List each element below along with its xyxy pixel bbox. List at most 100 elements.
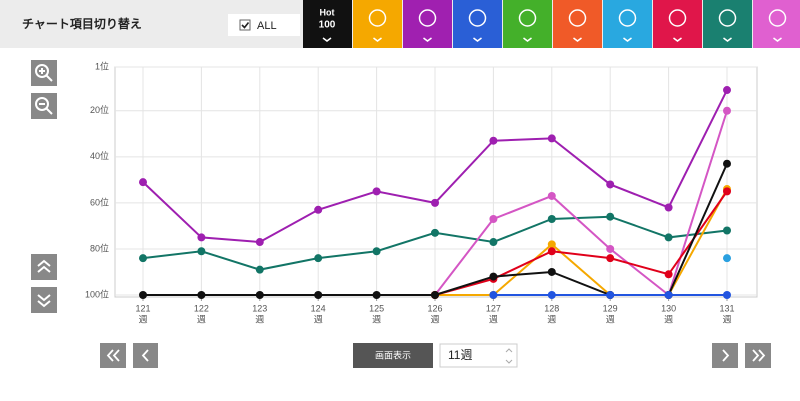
x-tick-label: 122: [194, 303, 209, 313]
series-point: [547, 267, 556, 276]
first-page[interactable]: [100, 343, 126, 368]
series-point: [314, 205, 323, 214]
x-tick-suffix: 週: [430, 314, 439, 324]
x-tick-label: 123: [252, 303, 267, 313]
series-point: [723, 291, 731, 299]
series-point: [723, 159, 731, 168]
zoom-in[interactable]: [31, 60, 57, 86]
x-tick-label: 125: [369, 303, 384, 313]
series-point: [255, 291, 264, 299]
series-line: [435, 188, 728, 296]
plot-area: [114, 66, 758, 298]
series-point: [664, 270, 673, 279]
series-point: [723, 86, 731, 95]
caret: [373, 37, 382, 42]
series-point: [547, 191, 556, 200]
x-tick-suffix: 週: [138, 314, 147, 324]
series-point: [547, 134, 556, 143]
button-bg: [603, 0, 652, 48]
next-page[interactable]: [712, 343, 738, 368]
last-page[interactable]: [745, 343, 771, 368]
icon: [418, 9, 437, 27]
category-button[interactable]: [353, 0, 402, 48]
series-point: [547, 291, 556, 299]
category-button[interactable]: [553, 0, 602, 48]
series-point: [197, 247, 206, 256]
x-tick-label: 127: [486, 303, 501, 313]
x-tick-suffix: 週: [489, 314, 498, 324]
x-tick-suffix: 週: [722, 314, 731, 324]
weeks-label: 11週: [448, 348, 472, 362]
series-point: [547, 247, 556, 256]
series-point: [372, 247, 381, 256]
button-bg: [353, 0, 402, 48]
series-point: [314, 254, 323, 263]
x-tick-label: 124: [311, 303, 326, 313]
x-tick-suffix: 週: [606, 314, 615, 324]
series-point: [547, 215, 556, 223]
caret: [773, 37, 782, 42]
caret: [423, 37, 432, 42]
all-checkbox[interactable]: ALL: [228, 14, 300, 36]
icon: [368, 9, 387, 27]
x-tick-suffix: 週: [547, 314, 556, 324]
hot100-button[interactable]: Hot 100: [303, 0, 352, 48]
series-point: [606, 244, 615, 253]
series-point: [723, 187, 731, 196]
scroll-up[interactable]: [31, 254, 57, 280]
prev-page[interactable]: [133, 343, 158, 368]
button-bg: [553, 0, 602, 48]
icon: [618, 9, 637, 27]
series-point: [606, 254, 615, 263]
category-button[interactable]: [653, 0, 702, 48]
series-point: [489, 291, 498, 299]
series-point: [139, 254, 147, 263]
category-button[interactable]: [603, 0, 652, 48]
series-point: [489, 238, 498, 247]
category-button[interactable]: [753, 0, 800, 48]
x-tick-label: 126: [427, 303, 442, 313]
series-point: [314, 291, 323, 299]
caret: [573, 37, 582, 42]
zoom-out[interactable]: [31, 93, 57, 119]
series-point: [372, 187, 381, 196]
series-point: [431, 291, 439, 299]
series-point: [489, 272, 498, 281]
weeks-select[interactable]: 11週: [439, 343, 518, 368]
y-tick-label: 20位: [90, 104, 109, 115]
display-button[interactable]: 画面表示: [353, 343, 433, 368]
x-tick-suffix: 週: [664, 314, 673, 324]
checkbox-check: [241, 22, 250, 29]
button-bg: [503, 0, 552, 48]
button-bg: [403, 0, 452, 48]
category-button[interactable]: [703, 0, 752, 48]
series-point: [255, 238, 264, 247]
button-bg: [703, 0, 752, 48]
icon: [718, 9, 737, 27]
series-point: [255, 265, 264, 274]
y-tick-label: 100位: [85, 288, 109, 299]
icon: [518, 9, 537, 27]
series-point: [431, 228, 439, 237]
scroll-down[interactable]: [31, 287, 57, 313]
series-point: [139, 291, 147, 299]
series-point: [139, 178, 147, 187]
icon: [768, 9, 787, 27]
caret: [623, 37, 632, 42]
caret: [473, 37, 482, 42]
category-button[interactable]: [403, 0, 452, 48]
icon: [568, 9, 587, 27]
series-point: [664, 291, 673, 299]
category-button[interactable]: [503, 0, 552, 48]
y-tick-label: 60位: [90, 196, 109, 207]
button-bg: [453, 0, 502, 48]
series-point: [606, 180, 615, 189]
category-button[interactable]: [453, 0, 502, 48]
series-point: [606, 212, 615, 221]
series-point: [372, 291, 381, 299]
series-point: [664, 203, 673, 212]
button-bg: [653, 0, 702, 48]
series-point: [489, 136, 498, 145]
y-tick-label: 40位: [90, 150, 109, 161]
